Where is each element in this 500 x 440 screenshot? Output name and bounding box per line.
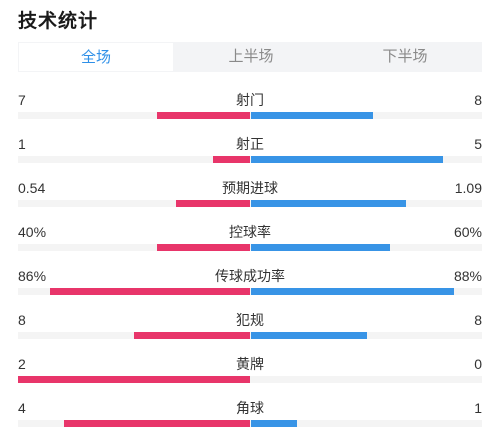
away-bar [251,112,374,119]
stat-label: 犯规 [236,312,264,328]
tab-full-match[interactable]: 全场 [18,42,174,72]
bar-track [18,112,482,119]
bar-track [18,244,482,251]
home-bar [50,288,250,295]
home-bar [157,112,250,119]
bar-track [18,156,482,163]
tab-second-half[interactable]: 下半场 [382,48,428,65]
stat-label: 射正 [236,136,264,152]
away-bar [251,244,390,251]
away-value: 88% [453,268,482,284]
stat-label: 角球 [236,400,264,416]
stat-row-fouls: 8 犯规 8 [0,308,500,352]
home-value: 4 [18,400,26,416]
away-value: 8 [474,312,482,328]
away-bar [251,288,455,295]
home-bar [212,156,250,163]
stat-label: 黄牌 [236,356,264,372]
away-bar [251,420,298,427]
away-value: 0 [474,356,482,372]
stat-row-pass-accuracy: 86% 传球成功率 88% [0,264,500,308]
page-title: 技术统计 [18,11,99,32]
home-value: 0.54 [18,180,46,196]
stat-row-yellow-cards: 2 黄牌 0 [0,352,500,396]
away-bar [251,156,443,163]
away-value: 1 [474,400,482,416]
away-value: 8 [474,92,482,108]
home-bar [18,376,250,383]
away-value: 60% [453,224,482,240]
stat-label: 传球成功率 [215,268,285,284]
stats-list: 7 射门 8 1 射正 5 0.54 预期进球 1.09 40% 控球率 60% [0,88,500,440]
home-bar [64,420,250,427]
stat-row-shots: 7 射门 8 [0,88,500,132]
stat-label: 预期进球 [222,180,278,196]
bar-track [18,332,482,339]
home-bar [157,244,250,251]
home-value: 86% [18,268,47,284]
home-bar [134,332,250,339]
tab-first-half[interactable]: 上半场 [228,48,274,65]
stat-row-shots-on-target: 1 射正 5 [0,132,500,176]
home-bar [175,200,250,207]
home-value: 40% [18,224,47,240]
away-bar [251,200,406,207]
bar-track [18,420,482,427]
stat-row-corners: 4 角球 1 [0,396,500,440]
home-value: 2 [18,356,26,372]
stat-row-possession: 40% 控球率 60% [0,220,500,264]
home-value: 8 [18,312,26,328]
away-value: 5 [474,136,482,152]
stat-row-expected-goals: 0.54 预期进球 1.09 [0,176,500,220]
period-tabs: 全场 上半场 下半场 [18,42,482,72]
bar-track [18,376,482,383]
home-value: 7 [18,92,26,108]
bar-track [18,200,482,207]
stat-label: 射门 [236,92,264,108]
home-value: 1 [18,136,26,152]
away-value: 1.09 [454,180,482,196]
away-bar [251,332,367,339]
stat-label: 控球率 [229,224,271,240]
bar-track [18,288,482,295]
